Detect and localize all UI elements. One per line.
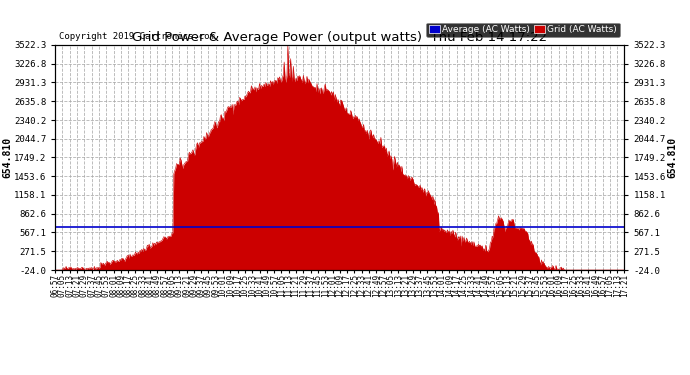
- Legend: Average (AC Watts), Grid (AC Watts): Average (AC Watts), Grid (AC Watts): [426, 22, 620, 37]
- Title: Grid Power & Average Power (output watts)  Thu Feb 14 17:22: Grid Power & Average Power (output watts…: [132, 31, 547, 44]
- Y-axis label: 654.810: 654.810: [667, 137, 677, 178]
- Text: Copyright 2019 Cartronics.com: Copyright 2019 Cartronics.com: [59, 32, 215, 41]
- Y-axis label: 654.810: 654.810: [3, 137, 12, 178]
